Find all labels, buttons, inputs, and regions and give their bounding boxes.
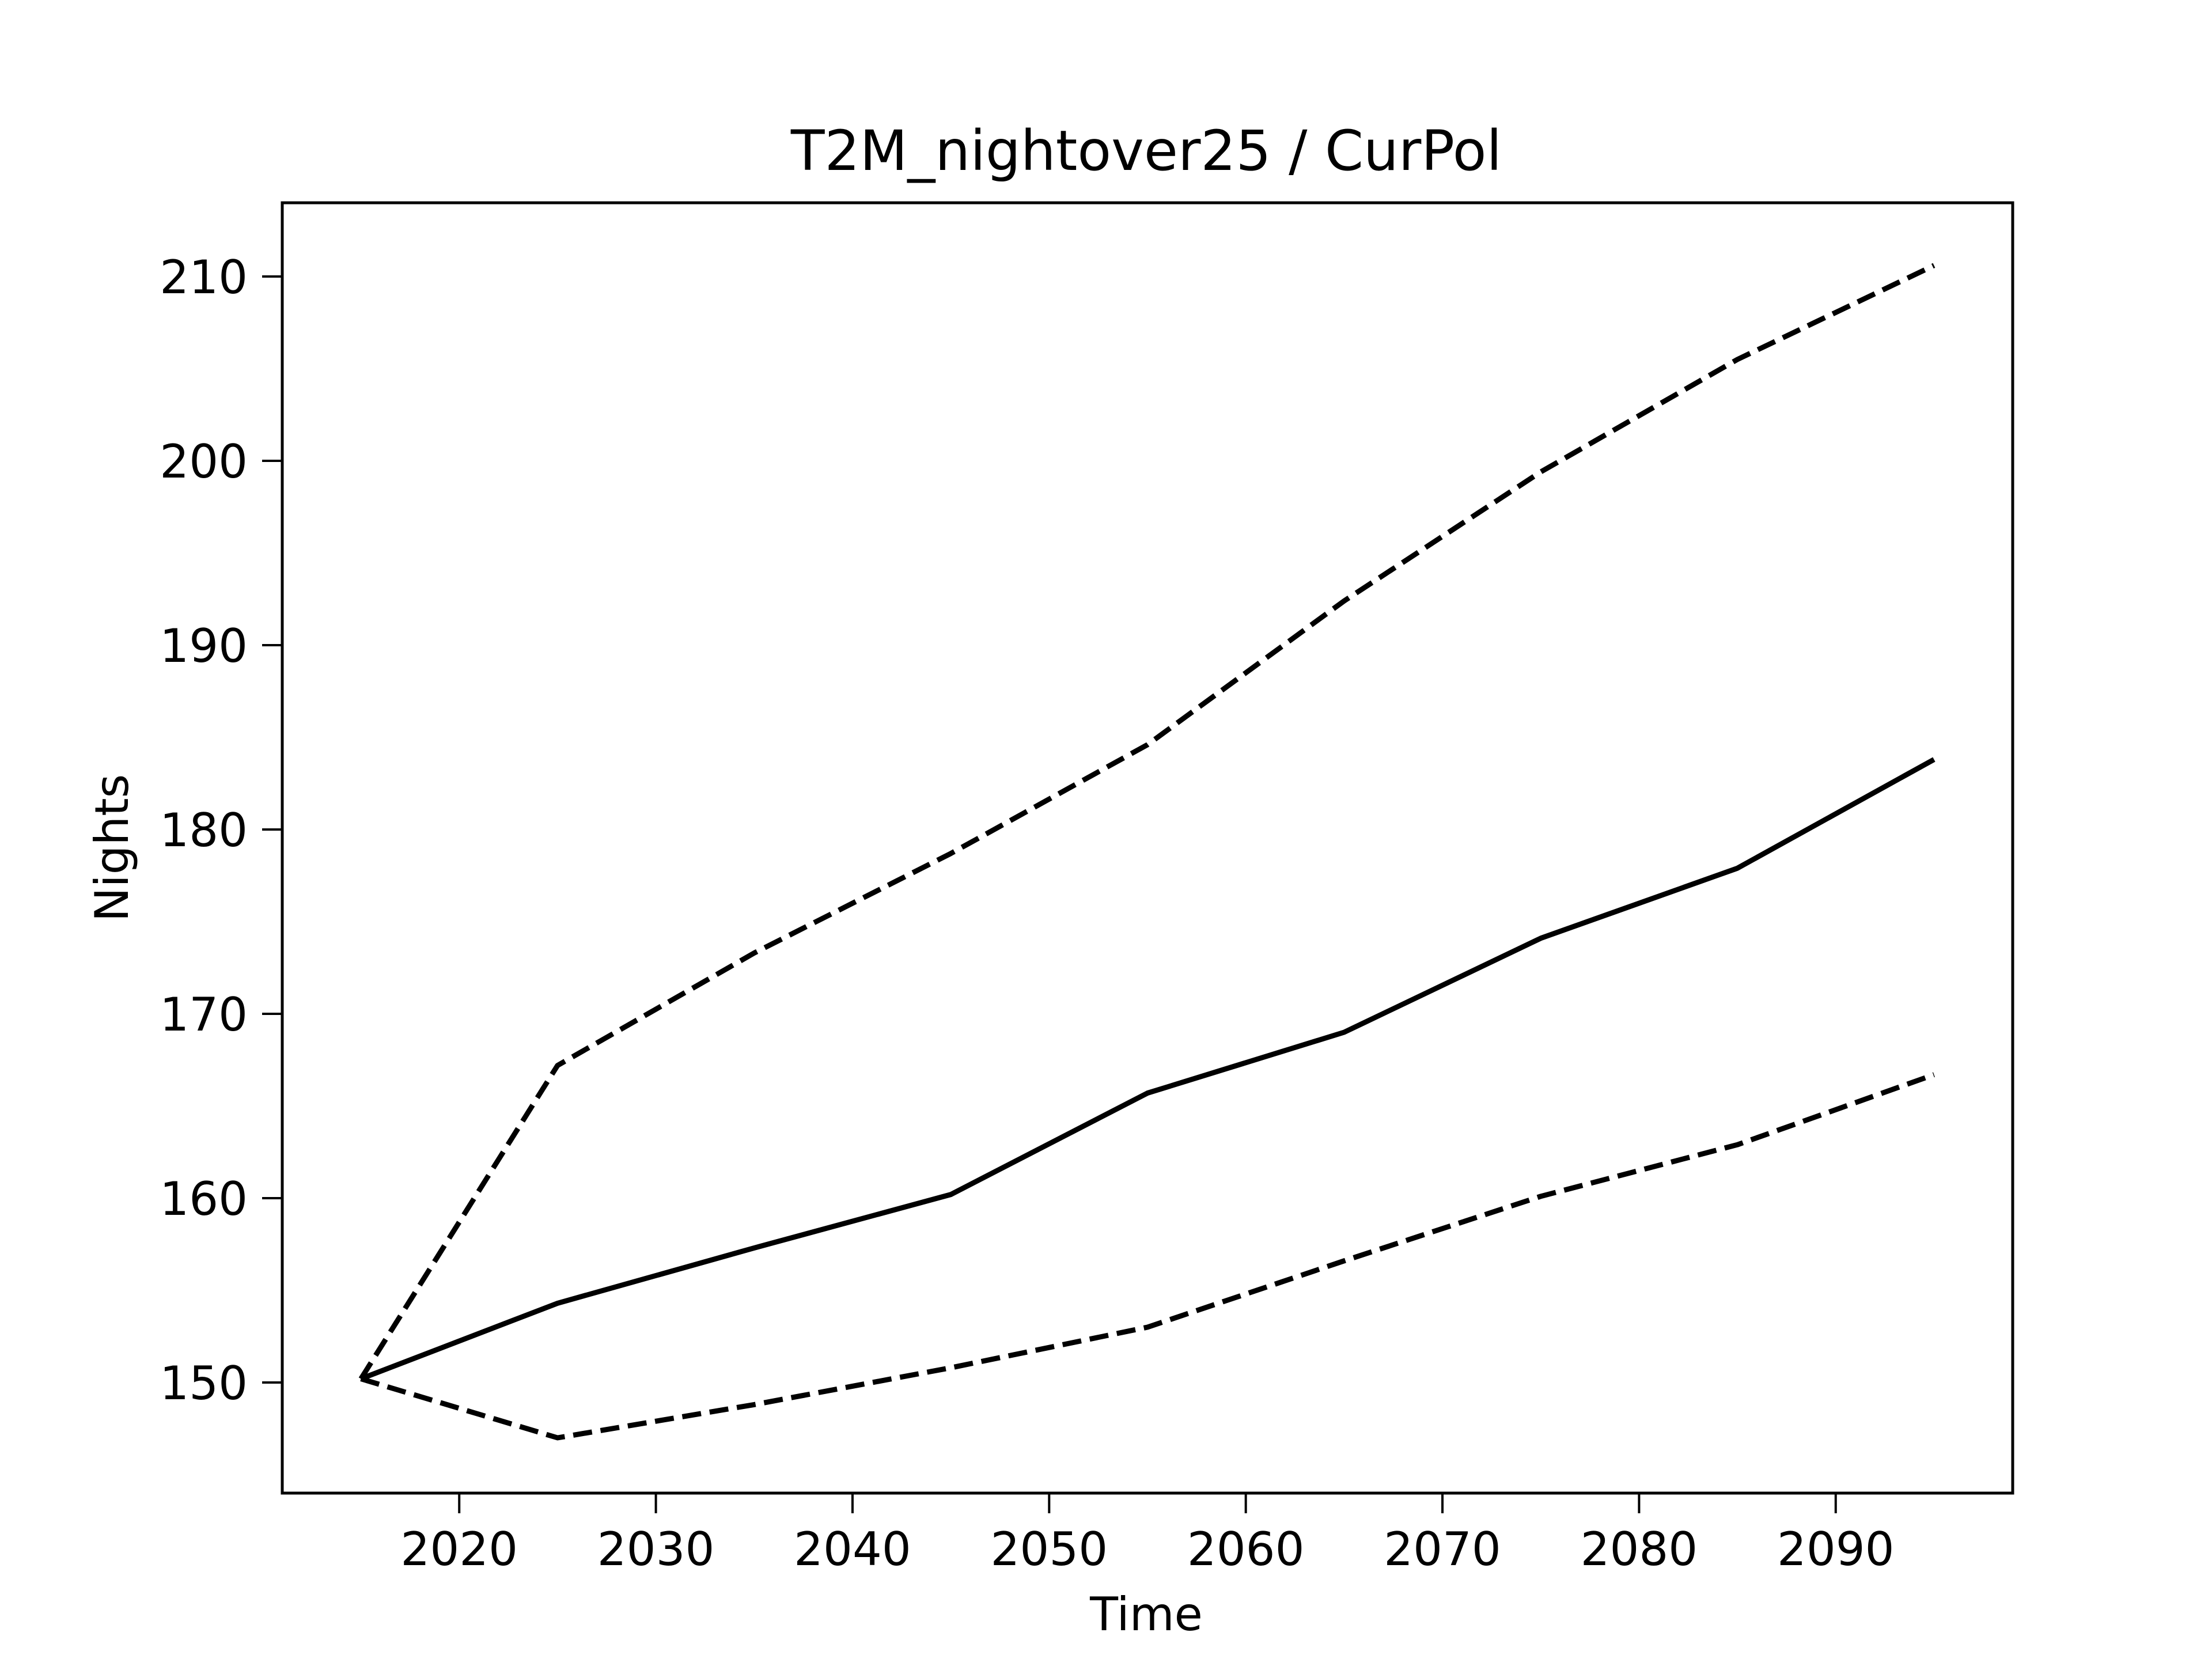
series-layer xyxy=(358,263,1936,1441)
x-tick-label: 2060 xyxy=(1187,1522,1305,1576)
x-tick-label: 2040 xyxy=(794,1522,911,1576)
y-tick-label: 190 xyxy=(160,619,248,673)
y-axis: 150 160 170 180 190 200 210 xyxy=(160,251,282,1410)
y-tick-label: 160 xyxy=(160,1172,248,1226)
x-axis-label: Time xyxy=(1089,1588,1203,1641)
y-tick-label: 200 xyxy=(160,435,248,488)
y-tick-label: 150 xyxy=(160,1357,248,1410)
plot-area-frame xyxy=(281,201,2014,1495)
series-line-1 xyxy=(359,757,1936,1381)
series-line-3 xyxy=(360,1072,1935,1441)
x-tick-label: 2070 xyxy=(1384,1522,1501,1576)
y-tick-label: 180 xyxy=(160,804,248,857)
y-tick-label: 210 xyxy=(160,251,248,304)
y-tick-label: 170 xyxy=(160,988,248,1041)
x-tick-label: 2090 xyxy=(1777,1522,1895,1576)
x-tick-label: 2030 xyxy=(597,1522,715,1576)
y-axis-label: Nights xyxy=(85,774,139,922)
x-axis: 2020 2030 2040 2050 2060 2070 2080 2090 xyxy=(400,1493,1895,1576)
x-tick-label: 2080 xyxy=(1581,1522,1698,1576)
series-line-2 xyxy=(358,263,1936,1380)
x-tick-label: 2020 xyxy=(400,1522,518,1576)
x-tick-label: 2050 xyxy=(991,1522,1108,1576)
chart-title: T2M_nightover25 / CurPol xyxy=(790,119,1502,183)
